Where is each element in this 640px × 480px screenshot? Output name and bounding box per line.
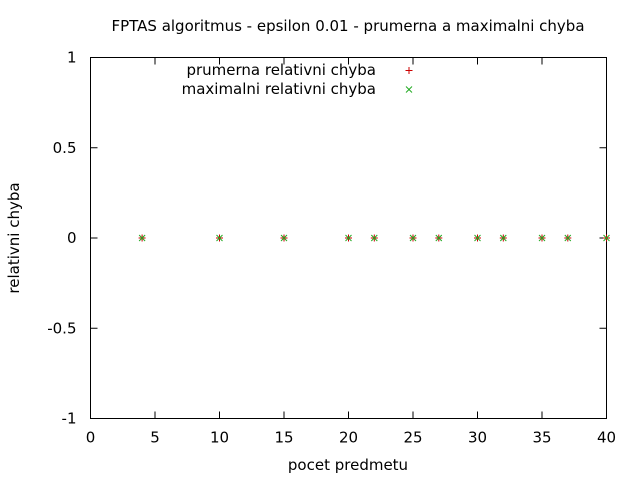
y-tick-label: 1 [67, 49, 77, 67]
y-axis-label: relativni chyba [5, 182, 23, 294]
data-point-maximalni [345, 234, 352, 242]
y-tick-label: -1 [62, 410, 77, 428]
data-point-maximalni [435, 234, 443, 242]
data-point-maximalni [499, 234, 507, 242]
x-tick-label: 20 [339, 429, 358, 447]
data-point-maximalni [370, 234, 378, 242]
x-axis-label: pocet predmetu [287, 456, 409, 474]
y-tick-label: 0.5 [53, 139, 77, 157]
x-tick-label: 5 [150, 429, 160, 447]
x-tick-label: 15 [274, 429, 293, 447]
y-tick-label: 0 [67, 229, 77, 247]
x-tick-label: 10 [210, 429, 229, 447]
data-point-maximalni [538, 234, 546, 242]
chart-title: FPTAS algoritmus - epsilon 0.01 - prumer… [111, 17, 585, 35]
x-tick-label: 30 [468, 429, 487, 447]
x-tick-label: 40 [597, 429, 616, 447]
x-tick-label: 35 [532, 429, 551, 447]
legend-marker-prumerna [405, 67, 413, 74]
y-tick-label: -0.5 [47, 319, 76, 337]
legend-label-prumerna: prumerna relativni chyba [186, 61, 376, 79]
data-point-maximalni [564, 234, 572, 242]
data-point-maximalni [474, 234, 481, 242]
x-tick-label: 25 [403, 429, 422, 447]
data-point-maximalni [409, 234, 417, 242]
data-point-maximalni [138, 234, 146, 242]
legend-label-maximalni: maximalni relativni chyba [181, 80, 376, 98]
x-tick-label: 0 [86, 429, 96, 447]
data-point-maximalni [280, 234, 288, 242]
legend-marker-maximalni [405, 86, 413, 93]
data-point-maximalni [603, 234, 610, 242]
data-point-maximalni [216, 234, 223, 242]
